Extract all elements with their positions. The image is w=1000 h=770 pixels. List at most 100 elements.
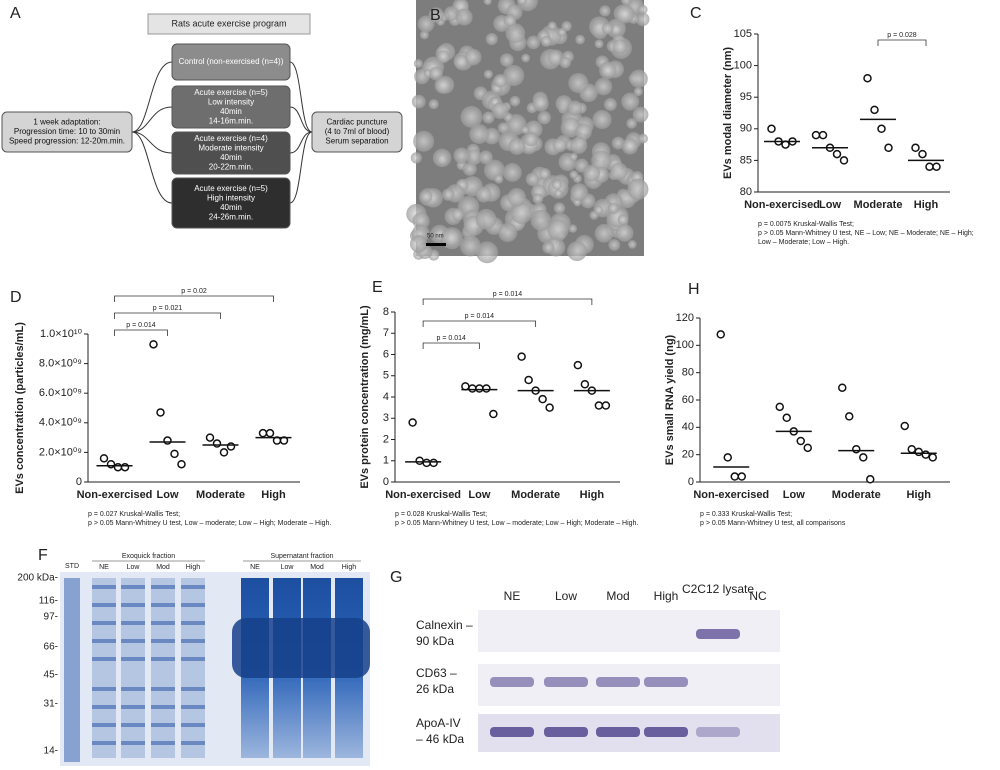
data-point xyxy=(113,462,123,472)
data-point xyxy=(475,384,484,393)
vesicle xyxy=(526,35,541,50)
vesicle xyxy=(635,12,650,27)
vesicle xyxy=(494,174,504,184)
node-text: Progression time: 10 to 30min xyxy=(14,127,120,136)
gel-band xyxy=(181,639,205,643)
data-point xyxy=(429,458,438,468)
node-text: Acute exercise (n=4) xyxy=(194,134,268,143)
gel-band xyxy=(121,741,145,745)
footnote: Low – Moderate; Low – High. xyxy=(758,239,849,246)
vesicle xyxy=(532,95,549,112)
node-text: Low intensity xyxy=(208,97,254,106)
vesicle xyxy=(568,224,578,233)
diagram-node xyxy=(171,43,291,81)
panel-label: D xyxy=(10,289,22,306)
vesicle xyxy=(429,66,443,81)
vesicle xyxy=(523,132,538,147)
vesicle xyxy=(547,219,569,241)
vesicle xyxy=(532,193,544,205)
gel-band xyxy=(181,741,205,745)
vesicle xyxy=(498,222,518,243)
marker-label: 200 kDa- xyxy=(17,573,58,584)
lane-label: NE xyxy=(250,564,260,571)
vesicle xyxy=(419,190,433,203)
connector xyxy=(131,61,173,133)
significance-bracket xyxy=(422,298,593,305)
data-point xyxy=(524,375,533,385)
lane-label: High xyxy=(654,589,679,603)
vesicle xyxy=(629,69,648,89)
y-tick-label: 90 xyxy=(740,123,752,135)
x-tick-label: High xyxy=(261,489,286,501)
footnote: p > 0.05 Mann-Whitney U test, NE – Low; … xyxy=(758,230,974,237)
vesicle xyxy=(409,235,428,253)
y-tick-label: 60 xyxy=(682,394,694,406)
vesicle xyxy=(601,22,614,35)
scale-bar xyxy=(426,243,446,246)
x-tick-label: Low xyxy=(819,199,841,211)
data-point xyxy=(832,149,842,159)
vesicle xyxy=(610,162,628,181)
vesicle xyxy=(627,178,649,200)
data-point xyxy=(482,384,491,393)
vesicle xyxy=(440,227,463,250)
vesicle xyxy=(551,179,563,190)
y-tick-label: 80 xyxy=(682,367,694,379)
gel-band xyxy=(181,585,205,589)
vesicle xyxy=(626,118,637,129)
data-point xyxy=(838,383,847,392)
vesicle xyxy=(552,138,567,153)
gel-band xyxy=(181,657,205,661)
x-tick-label: Low xyxy=(468,489,490,501)
data-point xyxy=(594,401,604,410)
diagram-title: Rats acute exercise program xyxy=(171,18,286,28)
vesicle xyxy=(436,50,450,64)
vesicle xyxy=(455,8,473,26)
node-text: Moderate intensity xyxy=(198,143,263,152)
y-axis-label: EVs small RNA yield (ng) xyxy=(664,334,676,465)
vesicle xyxy=(607,202,619,214)
lane-label: High xyxy=(342,564,357,571)
vesicle xyxy=(499,53,514,67)
significance-bracket xyxy=(114,295,274,302)
vesicle xyxy=(638,4,648,15)
blot-band xyxy=(544,727,588,737)
vesicle xyxy=(419,30,430,40)
vesicle xyxy=(475,186,492,203)
group-label: Supernatant fraction xyxy=(270,553,333,560)
data-point xyxy=(796,436,805,446)
x-tick-label: Non-exercised xyxy=(693,489,769,501)
vesicle xyxy=(575,34,585,45)
data-point xyxy=(870,105,879,115)
lane-label: STD xyxy=(65,563,79,570)
gel-band xyxy=(151,741,175,745)
lane-label: C2C12 lysate xyxy=(682,582,754,596)
vesicle xyxy=(443,6,459,21)
vesicle xyxy=(454,54,469,70)
lane-label: NC xyxy=(749,589,767,603)
vesicle xyxy=(594,223,614,243)
node-text: 40min xyxy=(220,153,242,162)
gel-band xyxy=(151,585,175,589)
data-point xyxy=(914,447,923,457)
data-point xyxy=(99,454,109,463)
panel-label: H xyxy=(688,281,700,298)
vesicle xyxy=(638,133,648,144)
vesicle xyxy=(540,35,552,47)
p-value: p = 0.014 xyxy=(493,291,522,298)
vesicle xyxy=(476,241,499,264)
marker-label: 31- xyxy=(44,699,58,710)
gel-band xyxy=(151,621,175,625)
data-point xyxy=(775,402,784,412)
footnote: p > 0.05 Mann-Whitney U test, all compar… xyxy=(700,520,846,527)
vesicle xyxy=(603,97,617,111)
gel-band xyxy=(151,723,175,727)
data-point xyxy=(866,475,875,484)
data-point xyxy=(415,456,424,465)
data-point xyxy=(716,330,725,339)
x-tick-label: Non-exercised xyxy=(77,489,153,501)
connector xyxy=(131,131,173,204)
data-point xyxy=(932,162,941,171)
gel-band xyxy=(121,603,145,607)
vesicle xyxy=(561,20,572,32)
